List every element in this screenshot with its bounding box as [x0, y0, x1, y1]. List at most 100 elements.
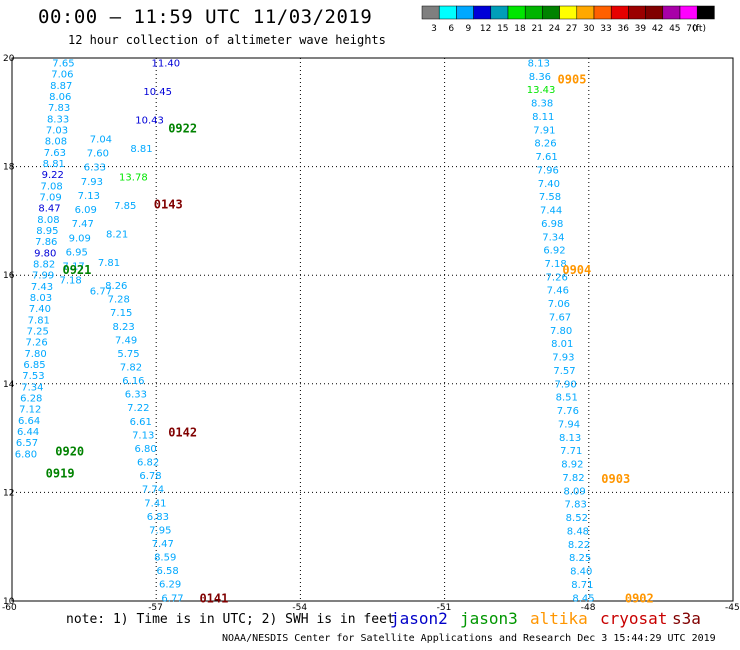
y-tick-label: 12: [3, 488, 14, 498]
satellite-legend-cryosat: cryosat: [600, 609, 668, 628]
wave-height-label: 8.38: [531, 99, 553, 110]
pass-time-label: 0921: [62, 263, 91, 277]
color-scale-swatch: [524, 5, 543, 20]
wave-height-label: 6.98: [541, 219, 563, 230]
color-scale-swatch: [696, 5, 715, 20]
color-scale-label: 24: [549, 24, 561, 34]
color-scale-swatch: [542, 5, 560, 20]
color-scale-swatch: [473, 5, 492, 20]
wave-height-label: 6.95: [66, 247, 88, 258]
wave-height-label: 6.77: [161, 593, 183, 604]
wave-height-label: 7.67: [549, 312, 571, 323]
wave-height-label: 7.22: [127, 403, 149, 414]
wave-height-label: 7.58: [539, 192, 561, 203]
wave-height-label: 8.26: [534, 139, 556, 150]
wave-height-label: 7.83: [48, 103, 70, 114]
wave-height-label: 7.60: [87, 149, 109, 160]
color-scale-swatch: [421, 5, 440, 20]
pass-time-label: 0141: [199, 591, 228, 605]
page-subtitle: 12 hour collection of altimeter wave hei…: [68, 33, 386, 47]
wave-height-label: 8.71: [571, 580, 593, 591]
wave-height-label: 6.61: [130, 417, 152, 428]
wave-height-label: 7.81: [28, 315, 50, 326]
y-tick-label: 14: [3, 380, 15, 390]
color-scale-swatch: [490, 5, 509, 20]
pass-time-label: 0904: [562, 263, 591, 277]
wave-height-label: 7.34: [542, 232, 564, 243]
wave-height-label: 8.51: [556, 393, 578, 404]
x-tick-label: -48: [581, 603, 596, 613]
color-scale-swatch: [438, 5, 457, 20]
satellite-legend-altika: altika: [530, 609, 588, 628]
wave-height-label: 6.92: [543, 246, 565, 257]
wave-height-label: 7.82: [562, 473, 584, 484]
wave-height-label: 7.25: [27, 327, 49, 338]
wave-height-label: 6.77: [90, 286, 112, 297]
color-scale-swatch: [679, 5, 698, 20]
wave-height-label: 7.80: [550, 326, 572, 337]
color-scale-label: 42: [652, 24, 663, 34]
wave-height-label: 6.33: [125, 390, 147, 401]
wave-height-label: 7.61: [536, 152, 558, 163]
wave-height-label: 7.43: [31, 282, 53, 293]
wave-height-label: 8.09: [563, 486, 585, 497]
color-scale-label: 15: [497, 24, 508, 34]
wave-height-label: 7.44: [540, 206, 562, 217]
x-tick-label: -51: [437, 603, 452, 613]
wave-height-label: 7.81: [98, 258, 120, 269]
wave-height-label: 7.49: [115, 335, 137, 346]
wave-height-label: 8.82: [33, 259, 55, 270]
wave-height-label: 7.63: [44, 148, 66, 159]
pass-time-label: 0143: [154, 198, 183, 212]
wave-height-label: 6.57: [16, 438, 38, 449]
wave-height-label: 7.86: [35, 237, 57, 248]
wave-height-label: 7.40: [29, 304, 51, 315]
wave-height-label: 7.18: [544, 259, 566, 270]
color-scale-label: 45: [669, 24, 680, 34]
wave-height-label: 8.81: [43, 159, 65, 170]
satellite-legend-jason3: jason3: [460, 609, 518, 628]
wave-height-label: 7.06: [51, 70, 73, 81]
satellite-legend-jason2: jason2: [390, 609, 448, 628]
wave-height-label: 7.15: [110, 308, 132, 319]
color-scale-label: 6: [448, 24, 454, 34]
wave-height-label: 8.81: [130, 144, 152, 155]
wave-height-label: 7.82: [120, 363, 142, 374]
pass-time-label: 0905: [558, 73, 587, 87]
wave-height-label: 7.74: [142, 485, 164, 496]
wave-height-label: 6.85: [23, 360, 45, 371]
plot-frame: [11, 57, 734, 602]
wave-height-label: 7.96: [537, 165, 559, 176]
wave-height-label: 9.80: [34, 248, 56, 259]
wave-height-label: 8.13: [528, 58, 550, 69]
wave-height-label: 8.52: [566, 513, 588, 524]
wave-height-label: 7.17: [63, 262, 85, 273]
color-scale-swatch: [559, 5, 578, 20]
wave-height-label: 6.78: [139, 471, 161, 482]
color-scale-swatch: [507, 5, 526, 20]
wave-height-label: 11.40: [151, 58, 180, 69]
pass-time-label: 0922: [168, 122, 197, 136]
wave-height-label: 8.48: [567, 526, 589, 537]
wave-height-label: 7.08: [41, 181, 63, 192]
color-scale-label: 27: [566, 24, 577, 34]
wave-height-label: 7.04: [90, 134, 112, 145]
satellite-legend-s3a: s3a: [672, 609, 701, 628]
wave-height-label: 6.58: [157, 566, 179, 577]
wave-height-label: 7.93: [552, 353, 574, 364]
pass-time-label: 0903: [601, 472, 630, 486]
wave-height-label: 8.11: [532, 112, 554, 123]
wave-height-label: 7.85: [114, 201, 136, 212]
wave-height-label: 7.76: [557, 406, 579, 417]
y-tick-label: 18: [3, 163, 15, 173]
wave-height-label: 6.33: [84, 163, 106, 174]
color-scale-swatch: [593, 5, 612, 20]
x-tick-label: -54: [292, 603, 307, 613]
pass-time-label: 0919: [46, 466, 75, 480]
wave-height-label: 8.23: [113, 322, 135, 333]
wave-height-label: 8.06: [49, 92, 71, 103]
wave-height-label: 8.87: [50, 81, 72, 92]
wave-height-label: 7.09: [39, 192, 61, 203]
wave-height-label: 8.21: [106, 229, 128, 240]
wave-height-label: 6.80: [15, 449, 37, 460]
